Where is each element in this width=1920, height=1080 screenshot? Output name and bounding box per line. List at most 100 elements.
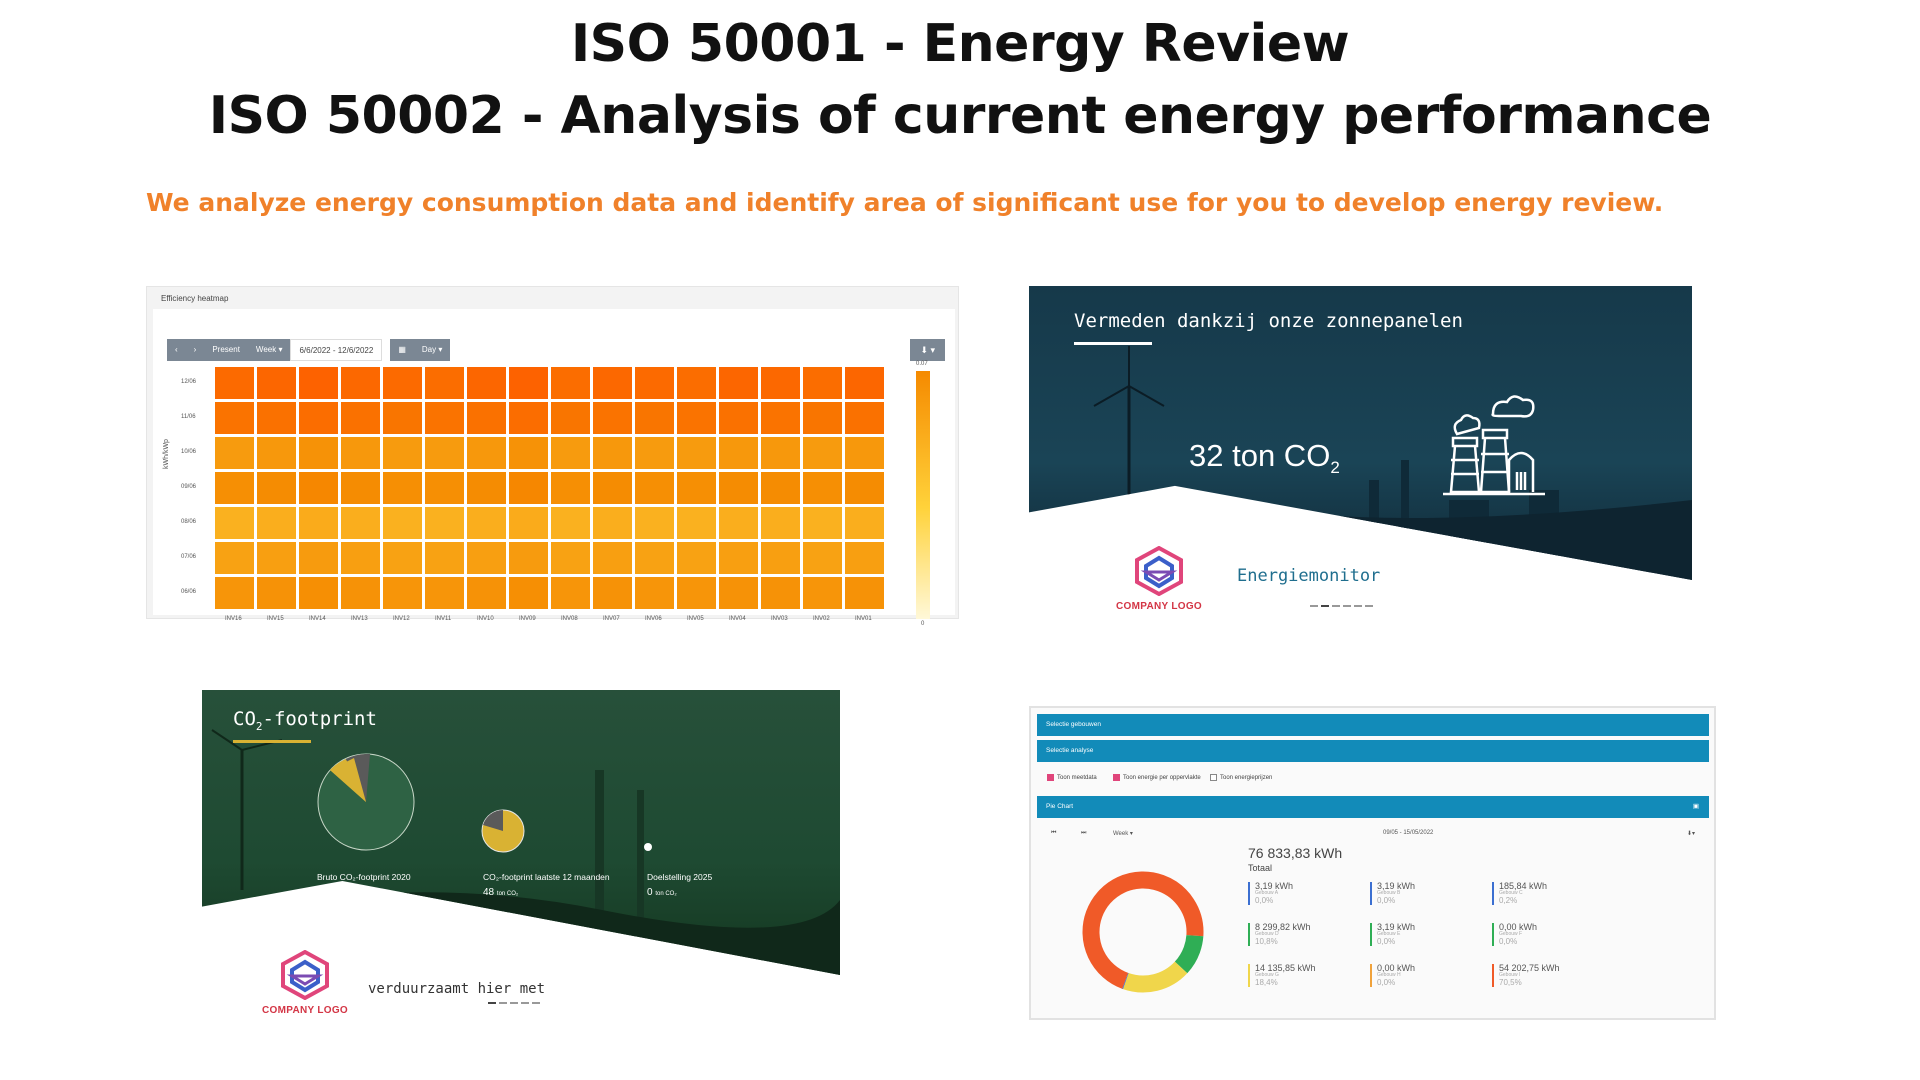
- heatmap-cell[interactable]: [803, 367, 842, 399]
- heatmap-cell[interactable]: [215, 437, 254, 469]
- week-dropdown[interactable]: Week ▾: [247, 339, 291, 361]
- heatmap-cell[interactable]: [845, 402, 884, 434]
- pager-dot[interactable]: [499, 1002, 507, 1004]
- heatmap-cell[interactable]: [719, 507, 758, 539]
- heatmap-cell[interactable]: [677, 367, 716, 399]
- heatmap-cell[interactable]: [551, 437, 590, 469]
- heatmap-cell[interactable]: [215, 402, 254, 434]
- heatmap-cell[interactable]: [635, 437, 674, 469]
- heatmap-cell[interactable]: [677, 472, 716, 504]
- prev-button[interactable]: ‹: [167, 339, 186, 361]
- heatmap-cell[interactable]: [509, 437, 548, 469]
- pager-dot[interactable]: [1321, 605, 1329, 607]
- heatmap-cell[interactable]: [719, 437, 758, 469]
- download-icon[interactable]: ⬇ ▾: [910, 339, 945, 361]
- heatmap-cell[interactable]: [299, 542, 338, 574]
- heatmap-cell[interactable]: [551, 577, 590, 609]
- heatmap-cell[interactable]: [467, 437, 506, 469]
- heatmap-cell[interactable]: [341, 437, 380, 469]
- heatmap-cell[interactable]: [551, 367, 590, 399]
- pie-chart-bar[interactable]: Pie Chart ▣: [1037, 796, 1709, 818]
- legend-item[interactable]: Brandstof: [397, 917, 435, 925]
- heatmap-cell[interactable]: [677, 507, 716, 539]
- heatmap-cell[interactable]: [467, 577, 506, 609]
- heatmap-cell[interactable]: [341, 472, 380, 504]
- heatmap-cell[interactable]: [719, 577, 758, 609]
- heatmap-cell[interactable]: [257, 402, 296, 434]
- heatmap-cell[interactable]: [551, 507, 590, 539]
- heatmap-cell[interactable]: [635, 542, 674, 574]
- heatmap-cell[interactable]: [551, 402, 590, 434]
- heatmap-cell[interactable]: [341, 402, 380, 434]
- heatmap-cell[interactable]: [761, 437, 800, 469]
- heatmap-cell[interactable]: [425, 507, 464, 539]
- heatmap-cell[interactable]: [677, 577, 716, 609]
- heatmap-cell[interactable]: [509, 402, 548, 434]
- heatmap-cell[interactable]: [467, 507, 506, 539]
- heatmap-cell[interactable]: [509, 507, 548, 539]
- heatmap-cell[interactable]: [761, 367, 800, 399]
- donut-segment[interactable]: [1081, 870, 1205, 994]
- heatmap-cell[interactable]: [383, 577, 422, 609]
- download-icon[interactable]: ⬇▾: [1686, 831, 1695, 837]
- heatmap-cell[interactable]: [509, 542, 548, 574]
- building-selection-bar[interactable]: Selectie gebouwen: [1037, 714, 1709, 736]
- first-page-icon[interactable]: ⏮: [1051, 830, 1057, 836]
- heatmap-cell[interactable]: [677, 542, 716, 574]
- heatmap-cell[interactable]: [845, 577, 884, 609]
- heatmap-cell[interactable]: [803, 577, 842, 609]
- heatmap-cell[interactable]: [467, 367, 506, 399]
- heatmap-cell[interactable]: [467, 472, 506, 504]
- heatmap-cell[interactable]: [299, 437, 338, 469]
- heatmap-cell[interactable]: [719, 472, 758, 504]
- heatmap-cell[interactable]: [593, 507, 632, 539]
- heatmap-cell[interactable]: [215, 367, 254, 399]
- heatmap-cell[interactable]: [299, 402, 338, 434]
- heatmap-cell[interactable]: [593, 542, 632, 574]
- heatmap-cell[interactable]: [425, 472, 464, 504]
- heatmap-cell[interactable]: [509, 472, 548, 504]
- heatmap-cell[interactable]: [341, 577, 380, 609]
- heatmap-cell[interactable]: [215, 472, 254, 504]
- heatmap-cell[interactable]: [299, 367, 338, 399]
- heatmap-cell[interactable]: [635, 507, 674, 539]
- heatmap-cell[interactable]: [341, 367, 380, 399]
- heatmap-cell[interactable]: [803, 472, 842, 504]
- heatmap-cell[interactable]: [257, 542, 296, 574]
- next-page-icon[interactable]: ⏭: [1081, 830, 1087, 836]
- heatmap-cell[interactable]: [509, 577, 548, 609]
- pager-dot[interactable]: [1354, 605, 1362, 607]
- heatmap-cell[interactable]: [425, 577, 464, 609]
- heatmap-cell[interactable]: [425, 367, 464, 399]
- checkbox-meetdata[interactable]: Toon meetdata: [1047, 774, 1097, 781]
- heatmap-cell[interactable]: [257, 507, 296, 539]
- heatmap-cell[interactable]: [509, 367, 548, 399]
- calendar-icon[interactable]: ▦: [390, 339, 414, 361]
- pager-dot[interactable]: [1310, 605, 1318, 607]
- period-dropdown[interactable]: Week ▾: [1113, 831, 1133, 837]
- heatmap-cell[interactable]: [257, 577, 296, 609]
- pager-dot[interactable]: [1365, 605, 1373, 607]
- heatmap-cell[interactable]: [425, 402, 464, 434]
- heatmap-cell[interactable]: [215, 577, 254, 609]
- heatmap-cell[interactable]: [845, 507, 884, 539]
- heatmap-cell[interactable]: [425, 437, 464, 469]
- heatmap-cell[interactable]: [383, 437, 422, 469]
- legend-item[interactable]: Stroom: [320, 917, 351, 925]
- heatmap-cell[interactable]: [215, 542, 254, 574]
- heatmap-cell[interactable]: [719, 367, 758, 399]
- heatmap-cell[interactable]: [467, 542, 506, 574]
- donut-segment[interactable]: [1081, 870, 1205, 994]
- next-button[interactable]: ›: [185, 339, 205, 361]
- analysis-selection-bar[interactable]: Selectie analyse: [1037, 740, 1709, 762]
- heatmap-cell[interactable]: [425, 542, 464, 574]
- heatmap-cell[interactable]: [257, 472, 296, 504]
- pager-dot[interactable]: [532, 1002, 540, 1004]
- heatmap-cell[interactable]: [635, 472, 674, 504]
- heatmap-cell[interactable]: [803, 542, 842, 574]
- heatmap-cell[interactable]: [635, 402, 674, 434]
- heatmap-cell[interactable]: [719, 402, 758, 434]
- heatmap-cell[interactable]: [299, 507, 338, 539]
- checkbox-energy-per-area[interactable]: Toon energie per oppervlakte: [1113, 774, 1201, 781]
- heatmap-cell[interactable]: [845, 472, 884, 504]
